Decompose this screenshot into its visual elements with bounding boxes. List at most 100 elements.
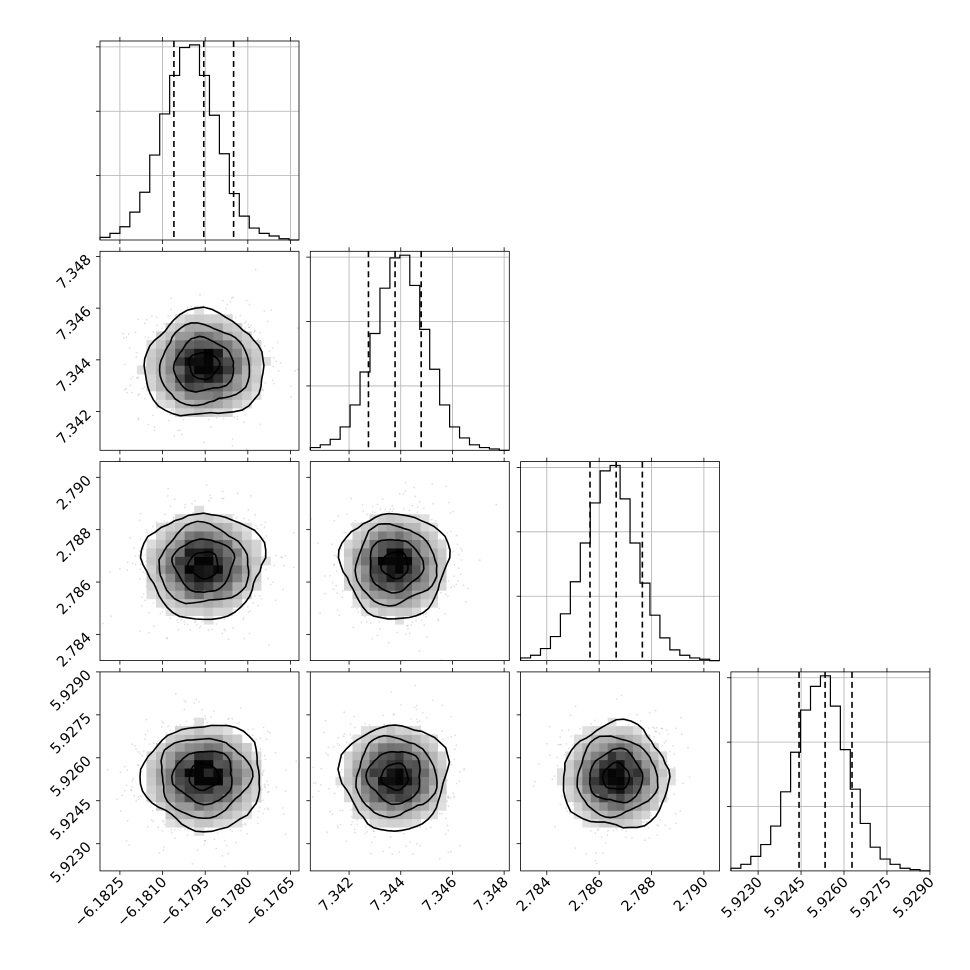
density-cell bbox=[232, 348, 243, 358]
scatter-point bbox=[277, 370, 280, 372]
density-cell bbox=[165, 539, 176, 549]
x-tick-label: 5.9275 bbox=[848, 874, 895, 921]
density-cell bbox=[194, 751, 205, 761]
y-tick-label: 2.786 bbox=[54, 578, 95, 619]
scatter-point bbox=[364, 826, 367, 829]
scatter-point bbox=[165, 732, 167, 734]
density-cell bbox=[412, 548, 421, 557]
scatter-point bbox=[143, 385, 146, 388]
density-cell bbox=[361, 590, 370, 600]
contour-line-2 bbox=[355, 734, 438, 819]
density-cell bbox=[378, 581, 387, 591]
density-cell bbox=[261, 556, 271, 566]
density-cell bbox=[194, 382, 205, 392]
density-cell bbox=[213, 573, 224, 583]
density-cell bbox=[650, 776, 659, 786]
density-cell bbox=[175, 556, 185, 566]
density-cell bbox=[175, 339, 185, 349]
density-cell bbox=[213, 581, 224, 591]
density-cell bbox=[184, 339, 195, 349]
scatter-point bbox=[143, 322, 146, 325]
density-cell bbox=[616, 801, 625, 811]
density-cell bbox=[194, 322, 205, 332]
density-cell bbox=[412, 522, 421, 532]
scatter-point bbox=[560, 743, 562, 746]
scatter-point bbox=[263, 808, 266, 810]
density-cell bbox=[607, 742, 617, 752]
scatter-point bbox=[548, 754, 551, 756]
scatter-point bbox=[260, 598, 263, 600]
x-tick-label: 5.9230 bbox=[719, 874, 766, 921]
scatter-point bbox=[655, 730, 658, 733]
scatter-point bbox=[232, 608, 235, 611]
density-cell bbox=[582, 776, 592, 786]
scatter-point bbox=[155, 521, 158, 523]
scatter-point bbox=[462, 584, 465, 587]
scatter-point bbox=[177, 628, 180, 631]
density-cell bbox=[658, 759, 668, 769]
scatter-point bbox=[682, 782, 684, 785]
scatter-point bbox=[213, 710, 216, 713]
density-cell bbox=[369, 793, 379, 803]
scatter-point bbox=[231, 830, 234, 833]
scatter-point bbox=[263, 526, 266, 529]
density-cell bbox=[343, 581, 353, 591]
scatter-point bbox=[648, 837, 651, 839]
density-cell bbox=[165, 785, 176, 794]
scatter-point bbox=[150, 819, 153, 821]
scatter-point bbox=[341, 596, 344, 599]
density-cell bbox=[395, 581, 404, 591]
scatter-point bbox=[137, 764, 140, 767]
density-cell bbox=[361, 607, 370, 617]
scatter-point bbox=[445, 485, 447, 488]
scatter-point bbox=[146, 826, 149, 828]
density-cell bbox=[232, 374, 243, 383]
scatter-point bbox=[119, 567, 121, 570]
density-cell bbox=[641, 801, 651, 811]
scatter-point bbox=[259, 331, 262, 334]
density-cell bbox=[369, 556, 379, 566]
scatter-point bbox=[226, 303, 229, 306]
scatter-point bbox=[378, 621, 381, 623]
density-cell bbox=[222, 565, 233, 574]
density-cell bbox=[194, 556, 205, 566]
scatter-point bbox=[153, 429, 156, 432]
scatter-point bbox=[183, 623, 186, 626]
scatter-point bbox=[366, 513, 368, 516]
scatter-point bbox=[643, 839, 646, 842]
scatter-point bbox=[452, 575, 455, 578]
scatter-point bbox=[173, 498, 176, 501]
density-cell bbox=[146, 348, 157, 358]
density-cell bbox=[420, 810, 430, 820]
density-cell bbox=[146, 357, 157, 366]
scatter-point bbox=[242, 616, 245, 619]
scatter-point bbox=[137, 795, 140, 798]
density-cell bbox=[395, 607, 404, 617]
scatter-point bbox=[144, 336, 147, 338]
density-cell bbox=[361, 522, 370, 532]
scatter-point bbox=[204, 715, 207, 718]
density-cell bbox=[641, 793, 651, 803]
scatter-point bbox=[204, 718, 207, 720]
scatter-point bbox=[266, 791, 269, 793]
density-cell bbox=[175, 522, 185, 532]
scatter-point bbox=[144, 738, 147, 740]
density-cell bbox=[429, 793, 438, 803]
density-cell bbox=[175, 581, 185, 591]
density-cell bbox=[203, 314, 214, 324]
scatter-panel-3-1 bbox=[306, 667, 510, 875]
density-cell bbox=[232, 531, 243, 540]
scatter-point bbox=[406, 624, 408, 627]
density-cell bbox=[165, 598, 176, 608]
density-cell bbox=[361, 556, 370, 566]
density-cell bbox=[203, 382, 214, 392]
density-cell bbox=[386, 556, 396, 566]
density-cell bbox=[437, 793, 447, 803]
density-cell bbox=[251, 365, 262, 375]
scatter-point bbox=[594, 859, 597, 862]
density-cell bbox=[232, 581, 243, 591]
scatter-point bbox=[658, 732, 661, 735]
density-cell bbox=[369, 776, 379, 786]
scatter-point bbox=[293, 566, 295, 569]
histogram-step-line bbox=[309, 254, 510, 451]
